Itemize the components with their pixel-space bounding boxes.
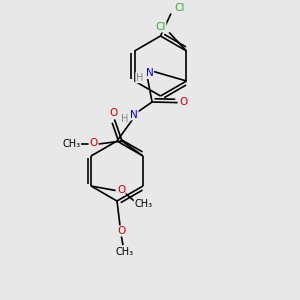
Text: CH₃: CH₃ (116, 247, 134, 257)
Text: N: N (130, 110, 138, 120)
Text: O: O (110, 108, 118, 118)
Text: Cl: Cl (155, 22, 166, 32)
Text: Cl: Cl (174, 3, 184, 13)
Text: O: O (117, 226, 126, 236)
Text: O: O (179, 97, 187, 107)
Text: CH₃: CH₃ (134, 199, 152, 209)
Text: H: H (121, 113, 128, 124)
Text: O: O (89, 138, 97, 148)
Text: O: O (117, 185, 125, 195)
Text: N: N (146, 68, 154, 79)
Text: CH₃: CH₃ (62, 139, 81, 149)
Text: H: H (136, 73, 143, 83)
